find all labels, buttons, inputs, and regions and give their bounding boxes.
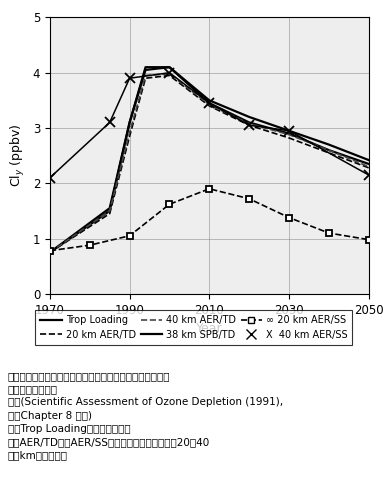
Legend: Trop Loading, 20 km AER/TD, 40 km AER/TD, 38 km SPB/TD, ∞ 20 km AER/SS, X  40 km: Trop Loading, 20 km AER/TD, 40 km AER/TD… [35,310,353,345]
Y-axis label: Cl$_y$ (ppbv): Cl$_y$ (ppbv) [9,124,27,187]
Text: 図　各種モデルによる対流圏および成層圏の塩素原子レベ
　　ルの長期予測
　　(Scientific Assessment of Ozone Depletion : 図 各種モデルによる対流圏および成層圏の塩素原子レベ ルの長期予測 (Scien… [8,371,283,460]
X-axis label: Year: Year [196,322,223,335]
